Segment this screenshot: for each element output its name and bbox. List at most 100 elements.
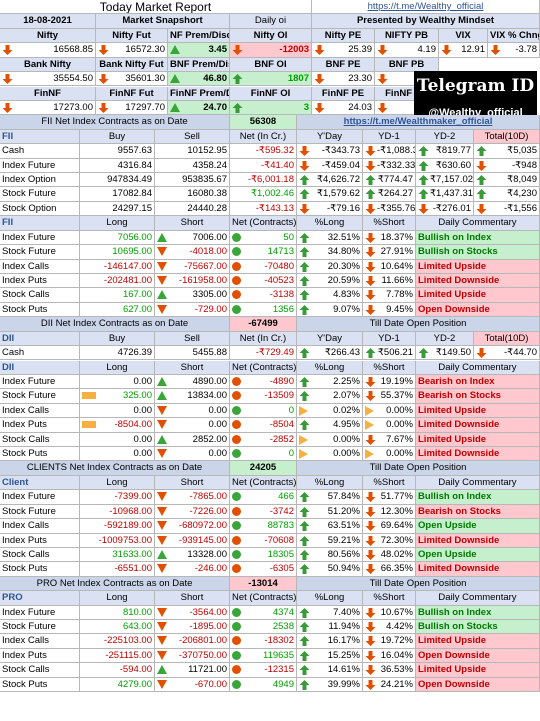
down-arrow-icon (365, 679, 376, 690)
up-arrow-icon (299, 506, 310, 517)
position-cell-0-text: Index Calls (2, 404, 49, 416)
snap_hdr2-0: Bank Nifty (0, 57, 96, 73)
position-cell-4: 0.00% (297, 432, 363, 447)
pos_hdr_client-row: Client Long Short Net (Contracts) %Long %Shor… (0, 475, 540, 491)
down-arrow-icon (490, 45, 501, 56)
position-cell-5-text: 69.64% (380, 520, 413, 532)
position-cell-4-text: 20.30% (327, 260, 360, 272)
position-cell-6: Bearish on Stocks (416, 504, 540, 520)
right-arrow-icon (299, 434, 308, 445)
cash-cell-4-text: -₹459.04 (321, 159, 360, 171)
down-triangle-icon (157, 492, 167, 502)
cash-cell-3-text: -₹595.32 (255, 145, 294, 157)
snap_val2-4: 23.30 (312, 72, 375, 87)
position-cell-4-text: 0.00% (333, 433, 360, 445)
telegram-link-1[interactable]: https://t.me/Wealthy_official (312, 0, 540, 15)
snap_hdr3-3-text: FinNF OI (250, 87, 291, 99)
position-cell-0-text: Stock Calls (2, 289, 50, 301)
up-arrow-icon (299, 290, 310, 301)
position-cell-3: -4890 (230, 374, 297, 390)
position-cell-5: 72.30% (363, 533, 416, 548)
down-arrow-icon (377, 45, 388, 56)
snap_val1-3-text: -12003 (279, 44, 309, 56)
down-arrow-icon (365, 232, 376, 243)
position-cell-1: 0.00 (80, 403, 155, 419)
position-cell-0-text: Stock Future (2, 246, 56, 258)
position-cell-5-text: 0.00% (386, 448, 413, 460)
down-arrow-icon (365, 304, 376, 315)
cash-cell-2-text: 10152.95 (187, 145, 227, 157)
position-cell-2: 2852.00 (155, 432, 230, 447)
position-cell-3-text: 1356 (272, 303, 294, 315)
position-cell-2-text: -75667.00 (184, 260, 227, 272)
position-cell-1-text: 0.00 (133, 433, 153, 445)
position-cell-3: -3742 (230, 504, 297, 520)
dii_cash_hdr-4-text: Y'Day (316, 332, 343, 344)
down-triangle-icon (157, 506, 167, 516)
status-dot-icon (232, 434, 241, 444)
cash-cell-7: ₹8,049 (474, 173, 540, 188)
position-cell-2: 4890.00 (155, 374, 230, 390)
down-triangle-icon (157, 247, 167, 257)
position-row: Stock Puts 0.00 0.00 0 0.00% 0.00% Limited Dow… (0, 447, 540, 462)
telegram-title: Telegram ID (416, 76, 535, 96)
position-cell-1-text: 4279.00 (117, 678, 152, 690)
link-2[interactable]: https://t.me/Wealthmaker_official (343, 116, 493, 128)
position-cell-3-text: -12315 (264, 664, 294, 676)
position-cell-3-text: -2852 (269, 433, 294, 445)
snap_hdr1-3-text: Nifty OI (253, 29, 288, 41)
position-cell-2: -670.00 (155, 677, 230, 693)
position-cell-5: 0.00% (363, 447, 416, 462)
up-arrow-icon (299, 564, 310, 575)
position-cell-2-text: 0.00 (208, 419, 228, 431)
position-cell-3: 4374 (230, 605, 297, 621)
position-cell-6: Limited Upside (416, 663, 540, 678)
pos_hdr_fii-row: FII Long Short Net (Contracts) %Long %Short Da… (0, 216, 540, 231)
up-arrow-icon (476, 146, 487, 157)
position-cell-4: 9.07% (297, 302, 363, 318)
position-cell-0: Stock Puts (0, 447, 80, 462)
position-cell-5-text: 51.77% (380, 491, 413, 503)
fii-net-title-text: FII Net Index Contracts as on Date (41, 116, 188, 128)
dii_cash_hdr-6: YD-2 (416, 331, 474, 347)
cash-cell-6: -₹276.01 (416, 201, 474, 217)
up-triangle-icon (157, 290, 167, 300)
cash-cell-1: 947834.49 (80, 173, 155, 188)
position-cell-1-text: 627.00 (122, 303, 152, 315)
snap_hdr2-5-text: BNF PB (388, 58, 425, 70)
up-arrow-icon (299, 521, 310, 532)
position-cell-2: 0.00 (155, 418, 230, 433)
position-cell-0-text: Stock Calls (2, 548, 50, 560)
position-row: Index Calls -146147.00 -75667.00 -70480 20.3… (0, 259, 540, 274)
cash-cell-7-text: -₹1,556 (504, 202, 537, 214)
position-cell-4-text: 9.07% (333, 303, 360, 315)
client-net-row: CLIENTS Net Index Contracts as on Date 24… (0, 461, 540, 476)
till-date-client: Till Date Open Position (297, 461, 540, 476)
cash-cell-4: -₹459.04 (297, 158, 363, 173)
up-arrow-icon (365, 189, 376, 200)
position-cell-1-text: -8504.00 (114, 419, 152, 431)
position-cell-6: Limited Downside (416, 533, 540, 548)
pos_hdr_fii-6-text: Daily Commentary (438, 217, 517, 229)
position-cell-4-text: 4.95% (333, 419, 360, 431)
pos_hdr_pro-4: %Long (297, 591, 363, 606)
fii_cash_hdr-6: YD-2 (416, 129, 474, 145)
snap_val2-2: 46.80 (168, 72, 230, 87)
link-1[interactable]: https://t.me/Wealthy_official (367, 1, 484, 12)
cash-cell-3: -₹143.13 (230, 201, 297, 217)
position-cell-3: -2852 (230, 432, 297, 447)
position-cell-4: 16.17% (297, 634, 363, 649)
snap_hdr3-4-text: FinNF PE (321, 87, 365, 99)
position-cell-5: 11.66% (363, 273, 416, 289)
position-cell-6-text: Bearish on Index (418, 375, 495, 387)
status-dot-icon (232, 405, 241, 415)
status-dot-icon (232, 535, 241, 545)
down-arrow-icon (365, 160, 376, 171)
position-cell-4-text: 39.99% (327, 678, 360, 690)
link-2-cell[interactable]: https://t.me/Wealthmaker_official (297, 115, 540, 130)
position-cell-4: 2.07% (297, 389, 363, 404)
cash-cell-1-text: 17082.84 (112, 188, 152, 200)
position-cell-6: Bearish on Stocks (416, 389, 540, 404)
status-dot-icon (232, 679, 241, 689)
position-cell-4: 15.25% (297, 648, 363, 664)
